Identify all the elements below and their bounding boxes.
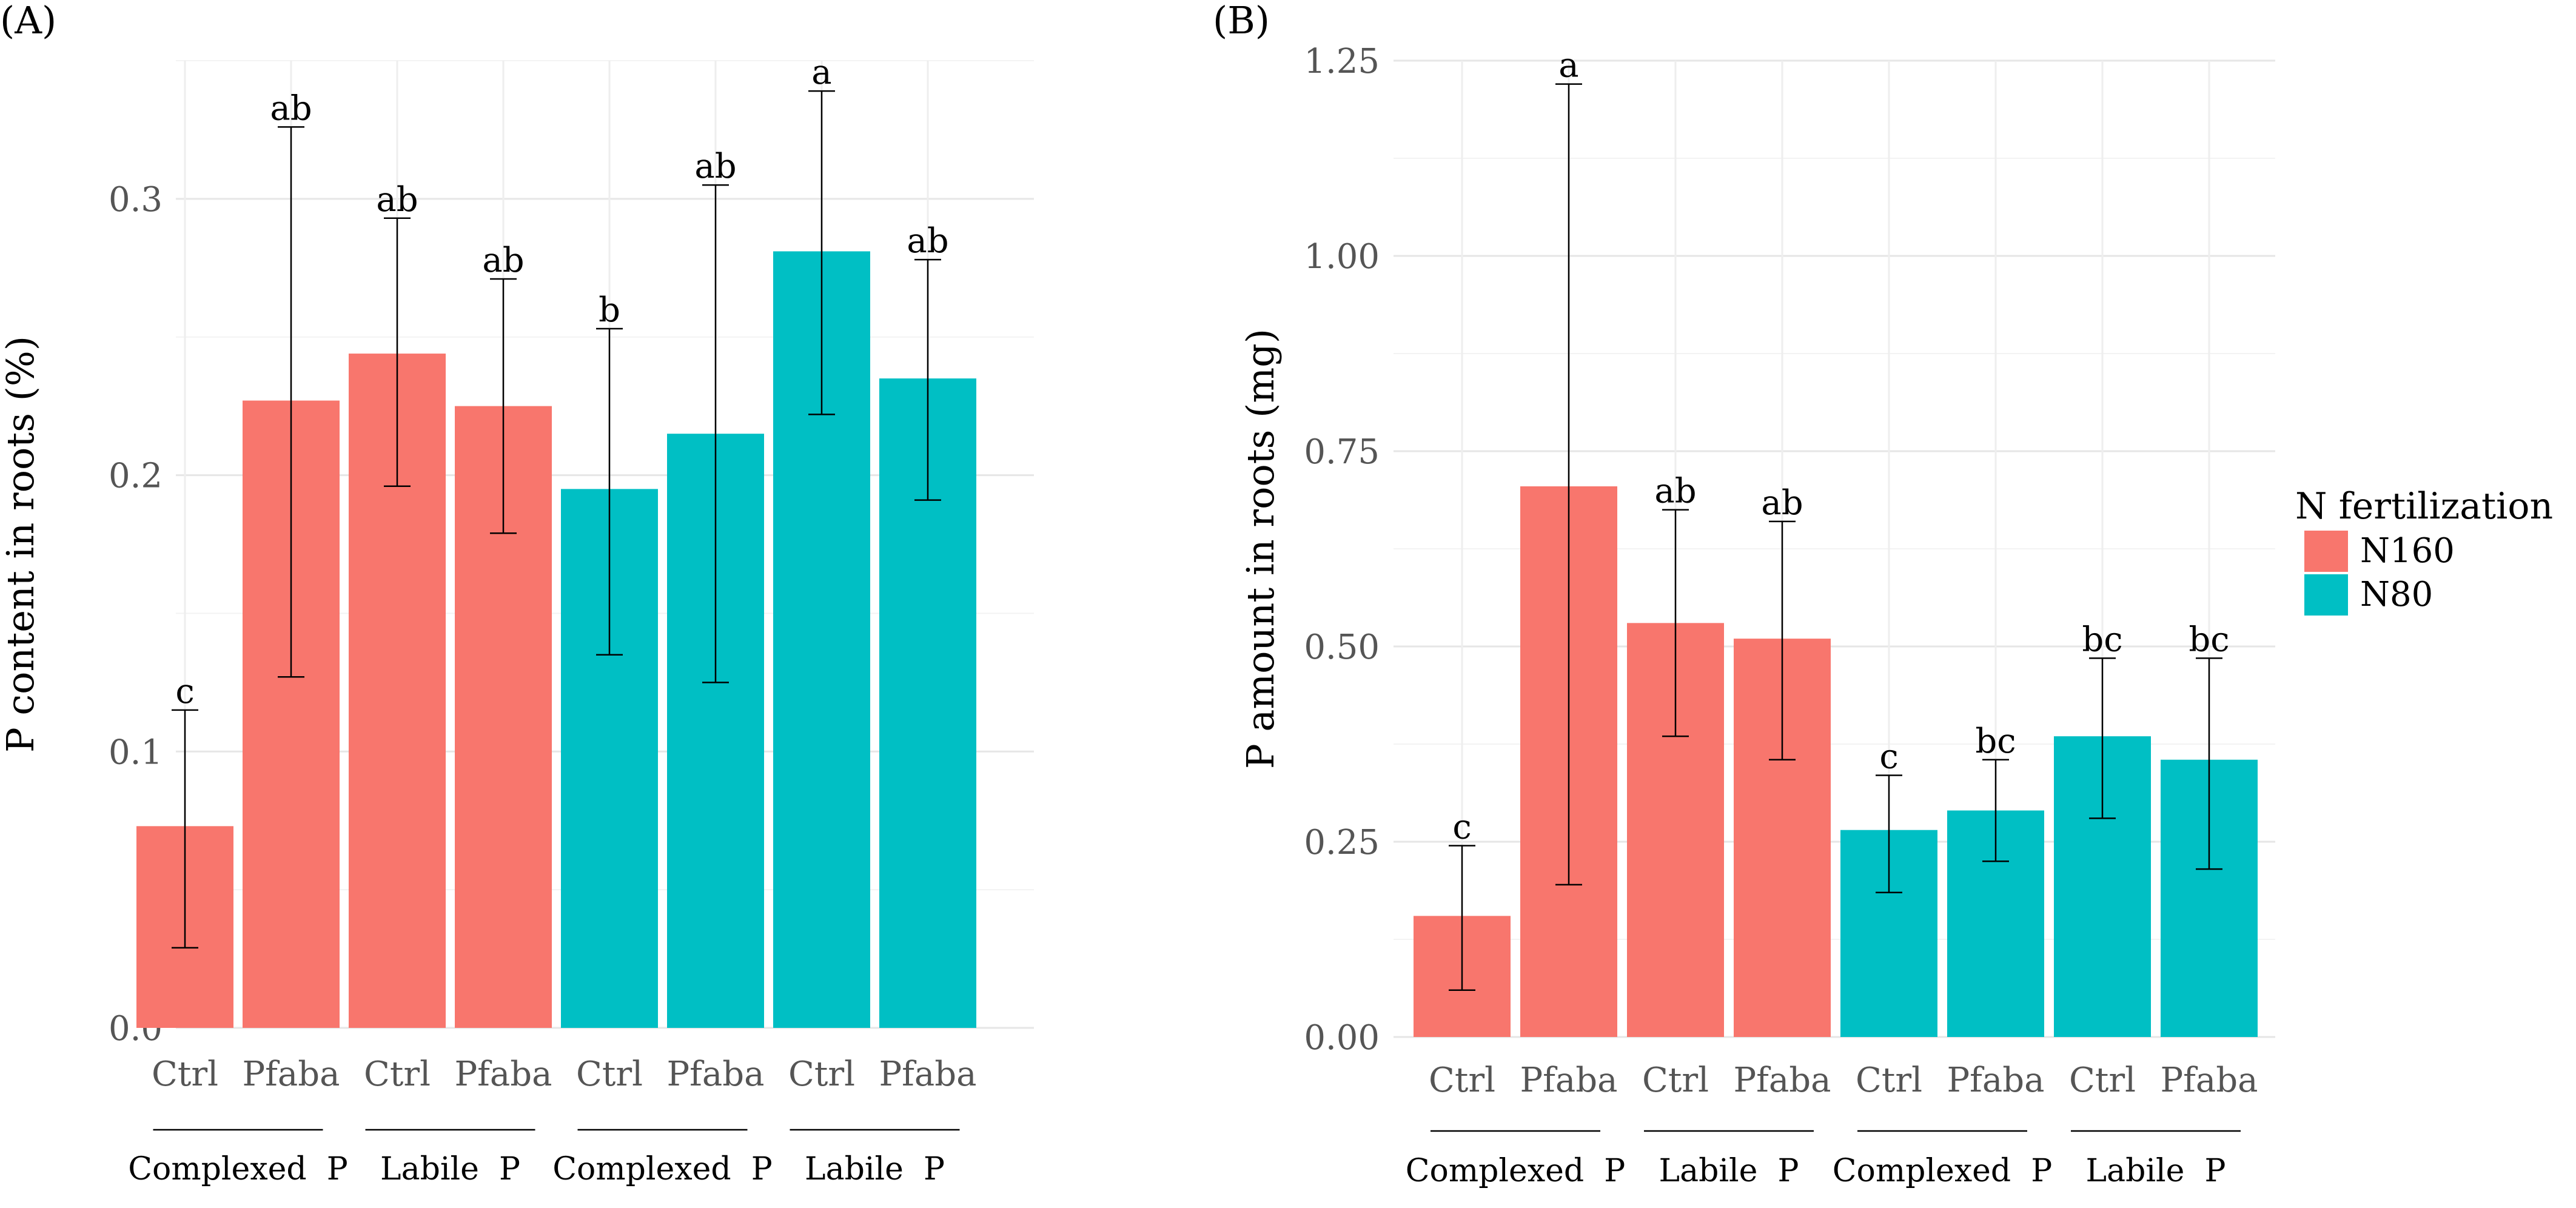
x-tick-label: Pfaba: [1947, 1061, 2044, 1100]
y-tick-label: 0.00: [1304, 1018, 1380, 1058]
group-label: Complexed P: [1406, 1153, 1626, 1189]
x-tick-label: Ctrl: [788, 1055, 855, 1094]
x-tick-label: Ctrl: [1429, 1061, 1495, 1100]
significance-letter: ab: [270, 89, 312, 128]
x-tick-label: Ctrl: [1642, 1061, 1709, 1100]
y-axis-label: P amount in roots (mg): [1238, 329, 1283, 769]
panel-label: (A): [0, 0, 56, 42]
x-tick-label: Ctrl: [576, 1055, 643, 1094]
legend-title: N fertilization: [2295, 485, 2553, 528]
significance-letter: a: [1558, 46, 1578, 86]
x-tick-label: Pfaba: [242, 1055, 340, 1094]
significance-letter: bc: [1975, 722, 2016, 761]
significance-letter: ab: [1654, 472, 1696, 511]
significance-letter: a: [811, 53, 831, 92]
panel-label: (B): [1213, 0, 1270, 42]
group-label: Labile P: [805, 1151, 945, 1187]
group-label: Labile P: [380, 1151, 520, 1187]
x-tick-label: Pfaba: [879, 1055, 976, 1094]
significance-letter: ab: [694, 147, 736, 186]
panel-a: (A)0.00.10.20.3P content in roots (%) cCt…: [0, 0, 1034, 1187]
y-tick-label: 0.50: [1304, 628, 1380, 667]
x-tick-label: Pfaba: [454, 1055, 552, 1094]
x-tick-label: Pfaba: [1733, 1061, 1831, 1100]
significance-letter: bc: [2082, 620, 2122, 659]
significance-letter: c: [175, 672, 194, 711]
y-tick-label: 0.3: [109, 180, 163, 220]
x-tick-label: Pfaba: [2160, 1061, 2258, 1100]
significance-letter: ab: [907, 221, 948, 261]
panel-b: (B) 0.00 0.25 0.50 0.75 1.00 1.25 P amount in r…: [1213, 0, 2275, 1189]
y-tick-label: 0.25: [1304, 823, 1380, 862]
significance-letter: ab: [376, 180, 418, 220]
y-tick-label: 1.25: [1304, 42, 1380, 81]
group-label: Labile P: [2086, 1153, 2226, 1189]
x-tick-label: Ctrl: [2069, 1061, 2136, 1100]
x-tick-label: Pfaba: [1520, 1061, 1617, 1100]
legend-label: N160: [2360, 531, 2455, 571]
group-label: Complexed P: [552, 1151, 773, 1187]
x-tick-label: Pfaba: [666, 1055, 764, 1094]
y-tick-label: 0.75: [1304, 432, 1380, 472]
x-tick-label: Ctrl: [364, 1055, 431, 1094]
significance-letter: ab: [482, 241, 524, 280]
significance-letter: bc: [2189, 620, 2229, 659]
legend-swatch: [2304, 531, 2348, 572]
legend-swatch: [2304, 574, 2348, 616]
significance-letter: ab: [1761, 483, 1803, 523]
group-label: Complexed P: [1833, 1153, 2053, 1189]
y-tick-label: 0.1: [109, 733, 163, 772]
legend-label: N80: [2360, 575, 2433, 614]
group-label: Complexed P: [128, 1151, 348, 1187]
significance-letter: c: [1452, 807, 1471, 847]
group-label: Labile P: [1659, 1153, 1799, 1189]
y-tick-label: 1.00: [1304, 237, 1380, 277]
significance-letter: b: [599, 290, 620, 330]
x-tick-label: Ctrl: [152, 1055, 218, 1094]
x-tick-label: Ctrl: [1856, 1061, 1922, 1100]
y-tick-label: 0.2: [109, 457, 163, 496]
y-axis-label: P content in roots (%): [0, 336, 42, 753]
significance-letter: c: [1879, 737, 1898, 777]
